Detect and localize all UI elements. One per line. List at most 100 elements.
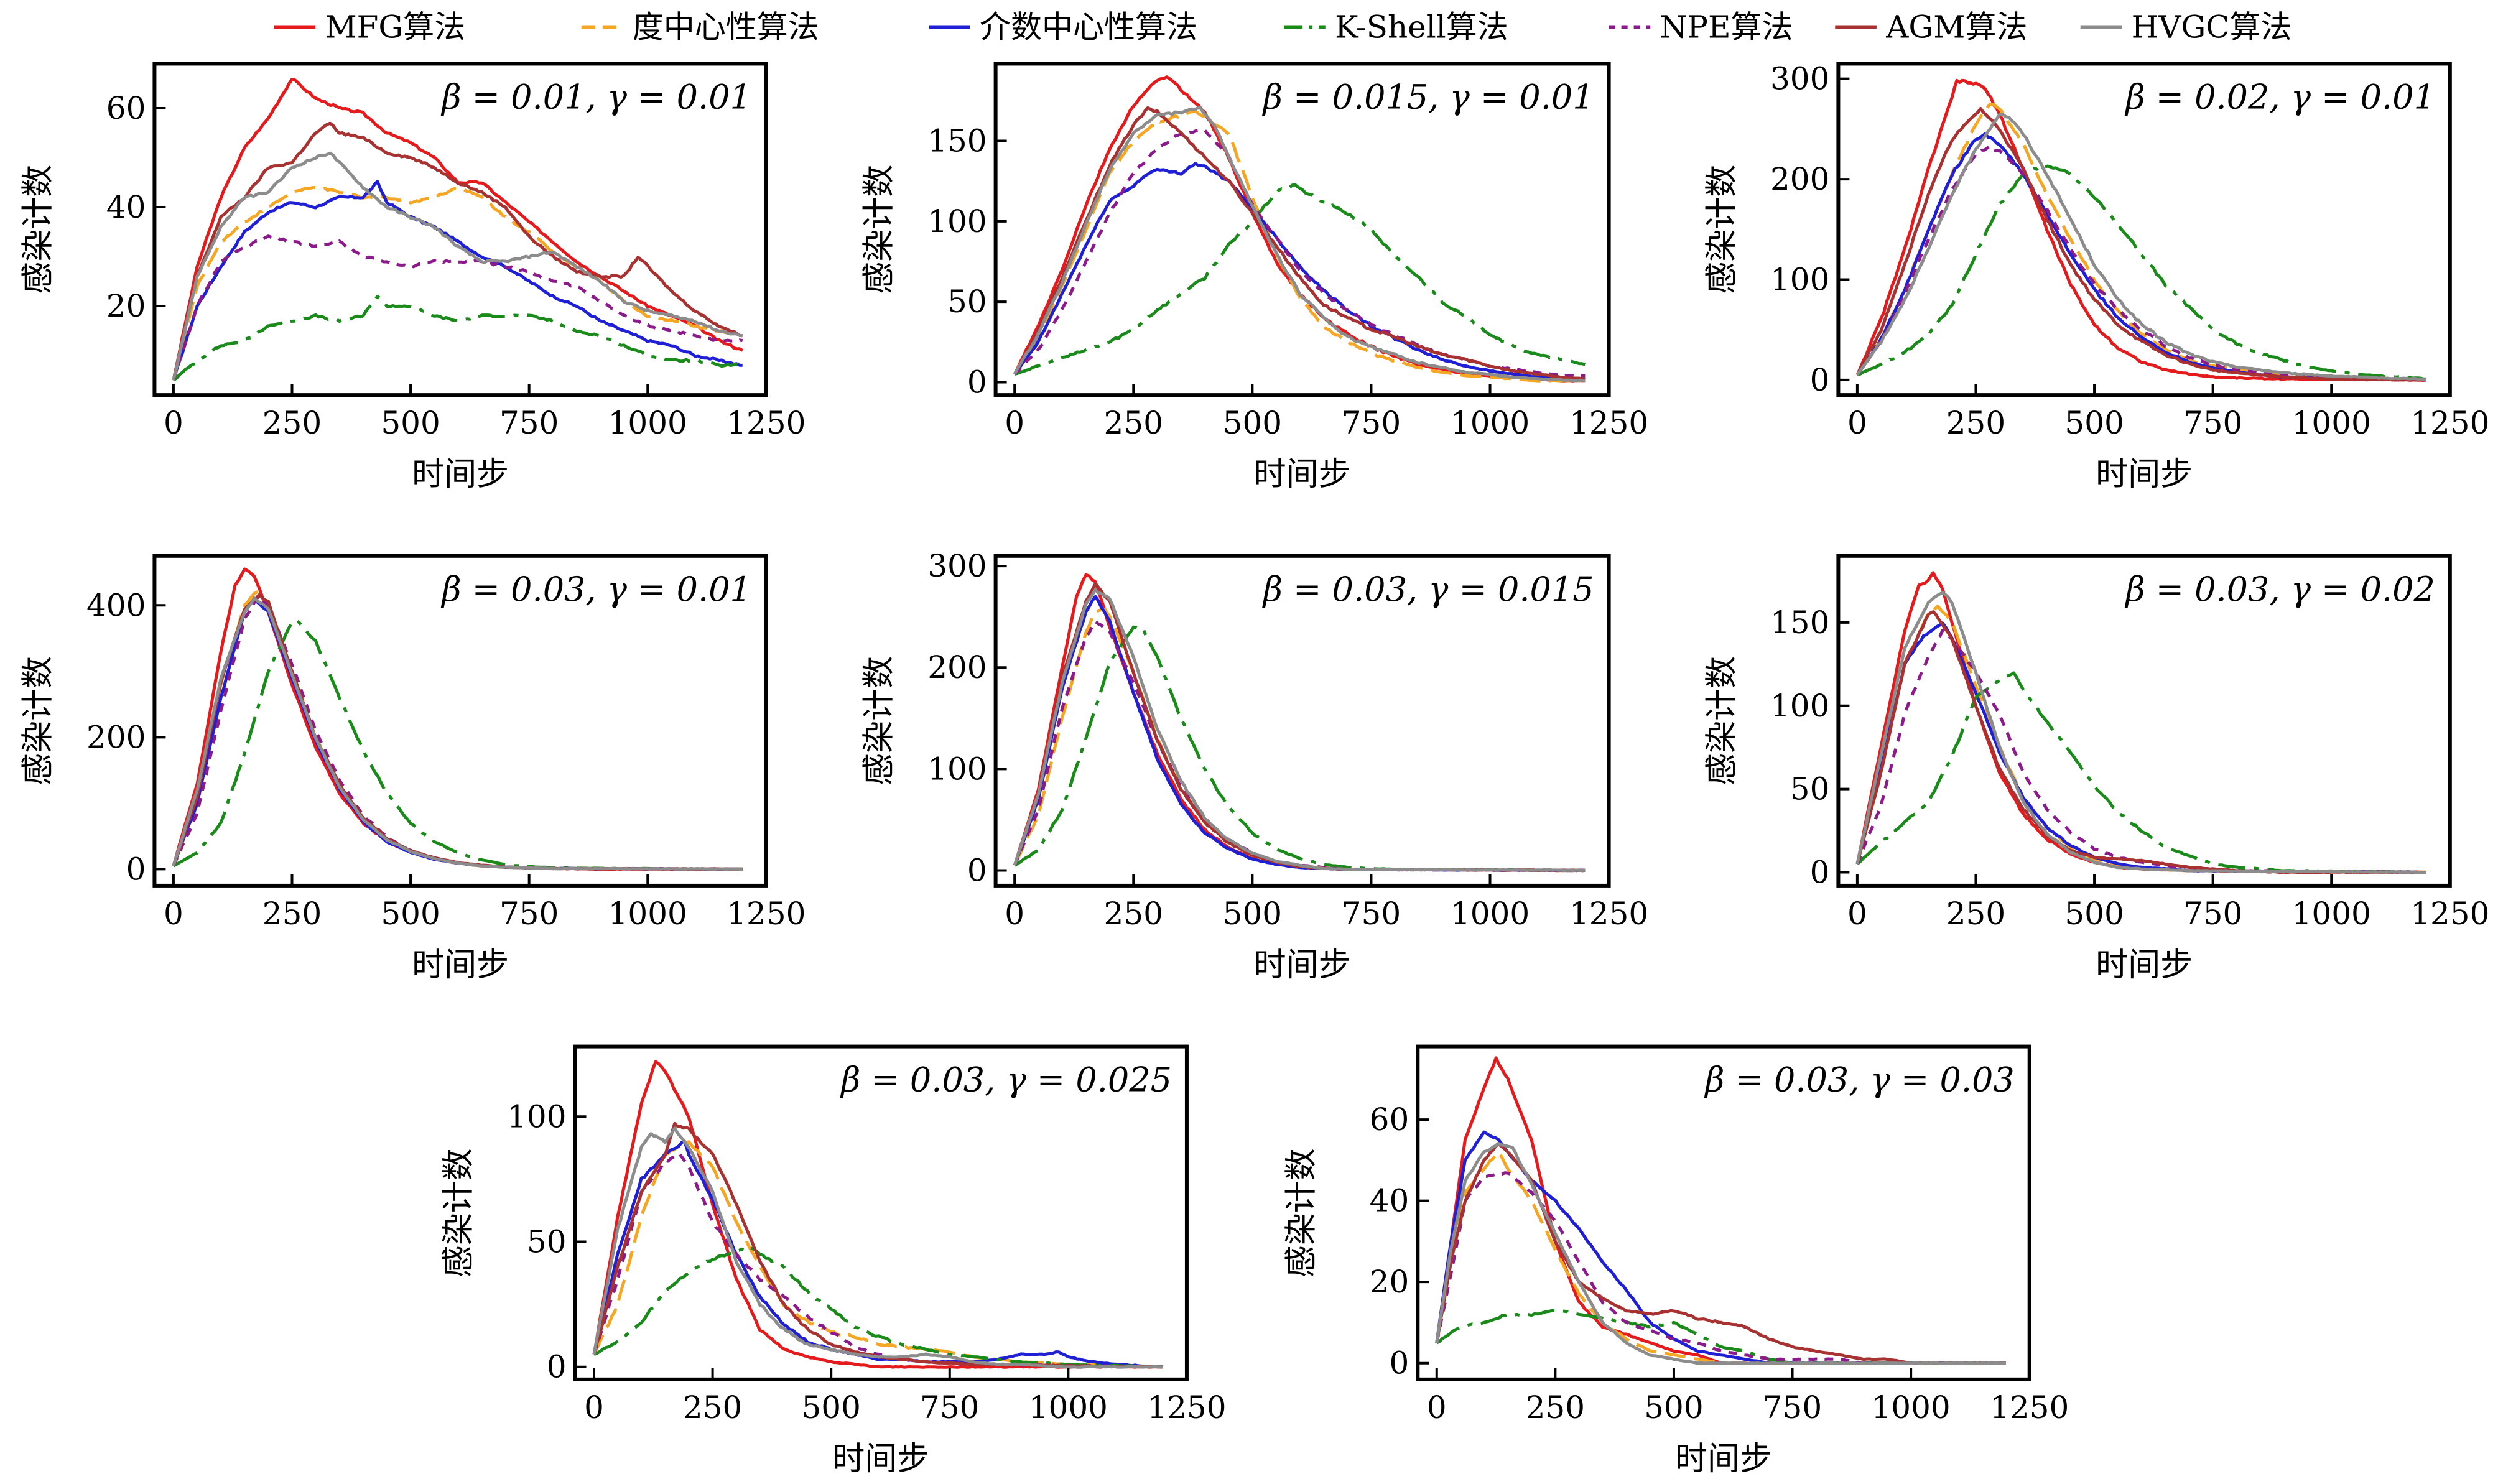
legend-item: HVGC算法 bbox=[2080, 9, 2292, 45]
y-tick-label: 100 bbox=[927, 203, 987, 239]
x-tick-label: 750 bbox=[499, 405, 559, 441]
parameter-annotation: β = 0.03, γ = 0.025 bbox=[840, 1060, 1172, 1100]
x-tick-label: 1250 bbox=[727, 405, 806, 441]
x-tick-label: 500 bbox=[1223, 896, 1282, 932]
y-tick-label: 300 bbox=[1770, 61, 1829, 97]
axes-frame bbox=[152, 62, 768, 397]
series-line bbox=[1855, 591, 2426, 874]
y-tick-label: 50 bbox=[527, 1223, 567, 1259]
y-tick-label: 20 bbox=[106, 288, 146, 324]
y-tick-label: 150 bbox=[1770, 605, 1829, 641]
series-line bbox=[172, 597, 743, 871]
y-tick-label: 300 bbox=[927, 548, 987, 584]
series-line bbox=[172, 595, 743, 871]
series-line bbox=[172, 180, 743, 381]
series-line bbox=[1014, 183, 1586, 376]
series-line bbox=[1013, 573, 1586, 873]
y-tick-label: 200 bbox=[86, 719, 146, 755]
y-tick-label: 60 bbox=[1370, 1101, 1409, 1138]
x-tick-label: 1250 bbox=[2410, 405, 2489, 441]
x-tick-label: 250 bbox=[262, 896, 322, 932]
legend-item: 介数中心性算法 bbox=[929, 9, 1197, 45]
subplot: 0 250 500 750 1000 1250 0 50 100 150 时间步 感染计数 β = 0.… bbox=[861, 62, 1648, 493]
y-tick-label: 50 bbox=[1790, 771, 1830, 807]
y-axis-label: 感染计数 bbox=[861, 165, 898, 294]
y-tick-label: 60 bbox=[106, 90, 146, 126]
x-tick-label: 0 bbox=[584, 1389, 604, 1426]
subplot: 0 250 500 750 1000 1250 20 40 60 时间步 感染计数 β = 0.01,… bbox=[19, 62, 806, 493]
x-tick-label: 500 bbox=[2064, 896, 2124, 932]
x-tick-label: 500 bbox=[381, 405, 440, 441]
series-line bbox=[172, 567, 743, 871]
series-line bbox=[1013, 595, 1586, 873]
series-group bbox=[172, 567, 743, 871]
y-tick-label: 200 bbox=[927, 649, 987, 685]
series-line bbox=[1855, 628, 2426, 874]
series-line bbox=[1855, 621, 2426, 874]
axes-frame bbox=[573, 1044, 1189, 1381]
series-line bbox=[592, 1126, 1163, 1369]
x-axis-label: 时间步 bbox=[412, 456, 509, 493]
x-tick-label: 1250 bbox=[727, 896, 806, 932]
x-tick-label: 1250 bbox=[1147, 1389, 1226, 1426]
x-tick-label: 1000 bbox=[1029, 1389, 1108, 1426]
axes-frame bbox=[993, 62, 1611, 397]
series-line bbox=[1013, 106, 1586, 383]
legend-item: MFG算法 bbox=[274, 9, 465, 45]
series-line bbox=[172, 590, 743, 871]
y-tick-label: 0 bbox=[967, 852, 987, 888]
series-group bbox=[1855, 78, 2427, 382]
y-tick-label: 150 bbox=[927, 123, 987, 159]
legend-label: 介数中心性算法 bbox=[980, 9, 1197, 45]
y-tick-label: 100 bbox=[507, 1098, 566, 1134]
y-tick-label: 100 bbox=[927, 751, 987, 787]
y-tick-label: 100 bbox=[1770, 261, 1829, 297]
y-axis-label: 感染计数 bbox=[19, 165, 57, 294]
legend-label: NPE算法 bbox=[1660, 9, 1793, 45]
y-tick-label: 40 bbox=[1370, 1183, 1409, 1219]
series-line bbox=[172, 151, 743, 381]
x-tick-label: 1000 bbox=[608, 405, 687, 441]
x-tick-label: 1250 bbox=[1990, 1389, 2069, 1426]
x-axis-label: 时间步 bbox=[1675, 1440, 1772, 1478]
y-tick-label: 0 bbox=[126, 851, 146, 887]
series-line bbox=[172, 186, 743, 381]
x-tick-label: 0 bbox=[1847, 405, 1867, 441]
legend-label: MFG算法 bbox=[325, 9, 465, 45]
series-group bbox=[1855, 571, 2426, 874]
series-group bbox=[1435, 1056, 2006, 1365]
x-tick-label: 0 bbox=[164, 405, 183, 441]
series-line bbox=[1855, 113, 2426, 381]
y-tick-label: 200 bbox=[1770, 161, 1829, 197]
axes-frame bbox=[1416, 1044, 2031, 1381]
axes-frame bbox=[1836, 62, 2452, 397]
x-axis-label: 时间步 bbox=[2096, 947, 2193, 984]
series-group bbox=[592, 1060, 1164, 1369]
subplot: 0 250 500 750 1000 1250 0 200 400 时间步 感染计数 β = 0.03… bbox=[19, 554, 806, 984]
x-tick-label: 0 bbox=[1427, 1389, 1447, 1426]
parameter-annotation: β = 0.03, γ = 0.02 bbox=[2124, 570, 2435, 609]
series-line bbox=[172, 593, 743, 871]
x-tick-label: 1000 bbox=[2292, 896, 2371, 932]
x-tick-label: 0 bbox=[164, 896, 183, 932]
series-line bbox=[592, 1140, 1163, 1369]
y-tick-label: 40 bbox=[106, 189, 146, 225]
x-axis-label: 时间步 bbox=[2096, 456, 2193, 493]
y-tick-label: 20 bbox=[1370, 1264, 1409, 1300]
legend-item: NPE算法 bbox=[1609, 9, 1793, 45]
series-line bbox=[172, 596, 743, 871]
x-tick-label: 1000 bbox=[608, 896, 687, 932]
series-line bbox=[1013, 625, 1586, 873]
x-tick-label: 750 bbox=[1763, 1389, 1822, 1426]
x-tick-label: 1000 bbox=[1872, 1389, 1951, 1426]
series-line bbox=[592, 1060, 1163, 1369]
legend-label: K-Shell算法 bbox=[1335, 9, 1508, 45]
series-group bbox=[172, 77, 743, 382]
y-axis-label: 感染计数 bbox=[1283, 1148, 1320, 1278]
x-tick-label: 750 bbox=[2183, 896, 2242, 932]
x-tick-label: 1000 bbox=[2292, 405, 2371, 441]
y-axis-label: 感染计数 bbox=[1703, 165, 1740, 294]
x-tick-label: 500 bbox=[801, 1389, 860, 1426]
series-line bbox=[172, 234, 743, 381]
